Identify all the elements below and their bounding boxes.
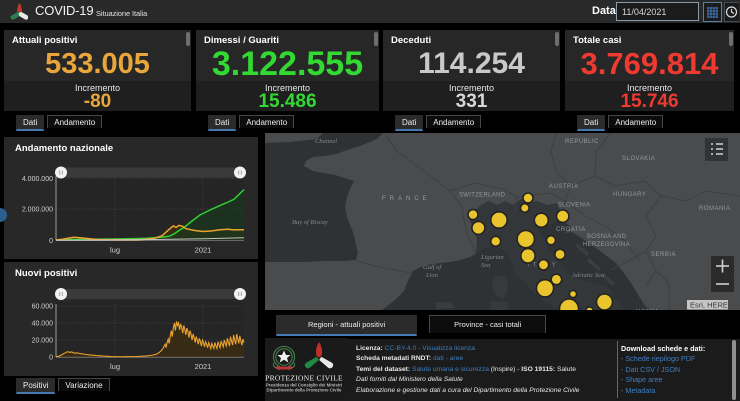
svg-text:Presidenza del Consiglio dei M: Presidenza del Consiglio dei Ministri [266, 383, 342, 388]
svg-text:20.000: 20.000 [32, 338, 54, 345]
svg-text:CROATIA: CROATIA [556, 227, 586, 233]
svg-text:SWITZERLAND: SWITZERLAND [459, 193, 506, 199]
svg-text:4.000.000: 4.000.000 [22, 176, 53, 183]
svg-text:BOSNIA AND: BOSNIA AND [587, 234, 627, 240]
svg-text:Ligurian: Ligurian [480, 254, 504, 261]
svg-text:40.000: 40.000 [32, 321, 54, 328]
svg-text:PROTEZIONE CIVILE: PROTEZIONE CIVILE [265, 374, 343, 383]
svg-text:HERZEGOVINA: HERZEGOVINA [583, 242, 630, 248]
svg-text:ALBANIA: ALBANIA [635, 309, 659, 310]
svg-text:Lion: Lion [425, 272, 438, 279]
svg-text:HUNGARY: HUNGARY [613, 192, 646, 198]
svg-text:Dipartimento della Protezione: Dipartimento della Protezione Civile [267, 388, 342, 393]
svg-text:FRANCE: FRANCE [382, 196, 431, 202]
svg-text:Sea: Sea [481, 262, 490, 269]
svg-text:2021: 2021 [195, 246, 212, 255]
svg-text:Adriatic Sea: Adriatic Sea [571, 272, 604, 279]
svg-text:AUSTRIA: AUSTRIA [549, 184, 579, 190]
svg-text:lug: lug [110, 362, 120, 371]
svg-text:2021: 2021 [195, 362, 212, 371]
svg-text:ROMANIA: ROMANIA [699, 206, 731, 212]
svg-text:Gulf of: Gulf of [423, 264, 442, 271]
svg-text:lug: lug [110, 246, 120, 255]
svg-text:SLOVENIA: SLOVENIA [558, 203, 590, 209]
svg-text:SERBIA: SERBIA [651, 252, 676, 258]
svg-text:REPUBLIC: REPUBLIC [565, 139, 599, 145]
svg-text:Bay of Biscay: Bay of Biscay [292, 219, 328, 226]
svg-text:0: 0 [49, 238, 53, 245]
svg-text:60.000: 60.000 [32, 304, 54, 311]
svg-text:0: 0 [49, 355, 53, 362]
svg-text:SLOVAKIA: SLOVAKIA [622, 156, 655, 162]
svg-text:2.000.000: 2.000.000 [22, 207, 53, 214]
svg-text:Channel: Channel [315, 138, 337, 145]
svg-text:Esri, HERE: Esri, HERE [690, 301, 728, 310]
